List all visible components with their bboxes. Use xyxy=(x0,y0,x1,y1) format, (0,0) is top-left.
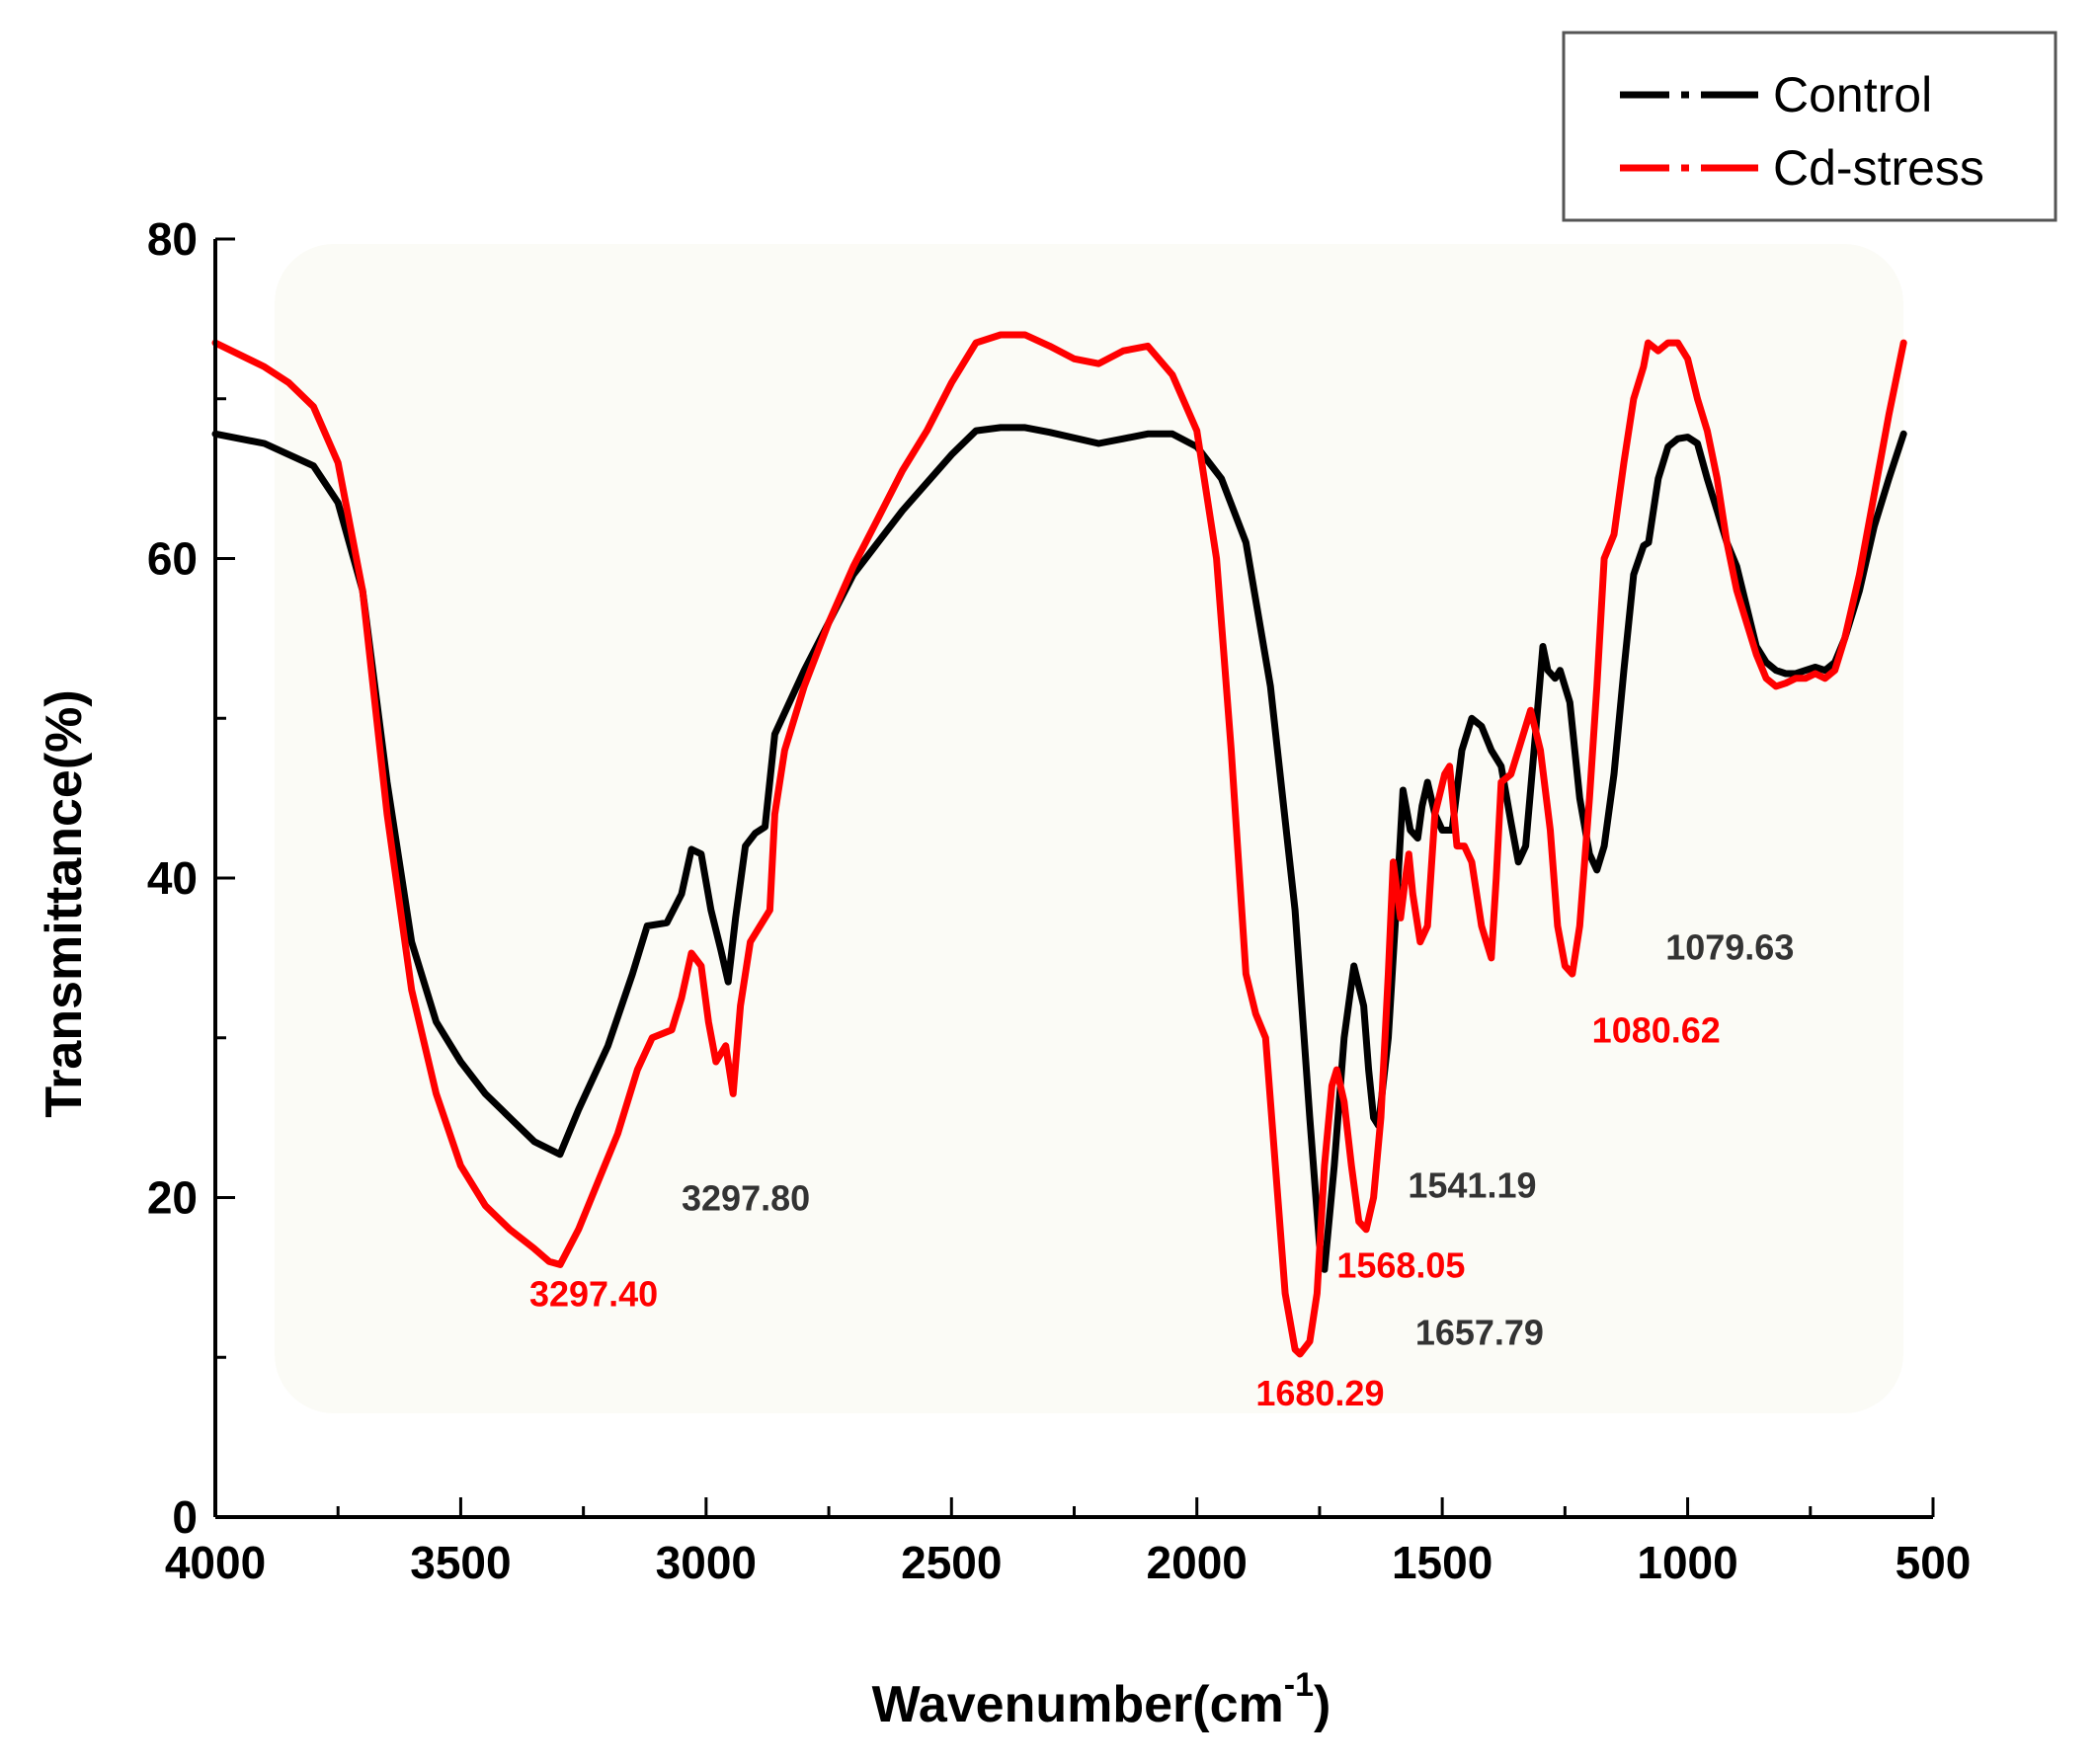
x-tick-label: 2000 xyxy=(1147,1537,1248,1588)
legend-label-control: Control xyxy=(1773,67,1932,122)
tick-labels: 4000 3500 3000 2500 2000 1500 1000 500 0 20 40 60 80 xyxy=(147,213,1972,1588)
peak-label: 1680.29 xyxy=(1255,1373,1384,1413)
legend-box xyxy=(1562,31,2057,222)
y-tick-label: 60 xyxy=(147,533,198,585)
peak-label: 1541.19 xyxy=(1408,1165,1536,1206)
peak-label: 1568.05 xyxy=(1336,1244,1465,1285)
x-tick-label: 3000 xyxy=(656,1537,757,1588)
x-tick-label: 500 xyxy=(1895,1537,1972,1588)
peak-label: 3297.40 xyxy=(529,1273,658,1314)
plot-background xyxy=(275,244,1903,1413)
y-tick-label: 20 xyxy=(147,1172,198,1224)
peak-label: 1657.79 xyxy=(1415,1312,1544,1352)
series-line-cd-stress xyxy=(211,331,1907,1358)
x-tick-label: 1000 xyxy=(1637,1537,1737,1588)
x-tick-label: 2500 xyxy=(901,1537,1002,1588)
legend: Control Cd-stress xyxy=(1562,31,2057,222)
plot-area xyxy=(275,244,1903,1413)
axes xyxy=(213,239,1933,1519)
series-layer xyxy=(211,331,1907,1358)
y-tick-label: 40 xyxy=(147,852,198,904)
y-tick-label: 80 xyxy=(147,213,198,265)
peak-label: 1079.63 xyxy=(1665,926,1794,967)
y-axis-title: Transmittance(%) xyxy=(36,689,93,1117)
x-axis-title: Wavenumber(cm-1) xyxy=(872,1666,1331,1733)
peak-label: 1080.62 xyxy=(1592,1010,1721,1051)
legend-label-cd-stress: Cd-stress xyxy=(1773,140,1984,196)
peak-annotations: 3297.80 3297.40 1541.19 1568.05 1657.79 1680.… xyxy=(529,926,1794,1412)
peak-label: 3297.80 xyxy=(682,1177,810,1218)
x-tick-label: 1500 xyxy=(1392,1537,1492,1588)
y-tick-label: 0 xyxy=(172,1491,198,1543)
x-tick-label: 3500 xyxy=(410,1537,511,1588)
x-tick-label: 4000 xyxy=(165,1537,266,1588)
